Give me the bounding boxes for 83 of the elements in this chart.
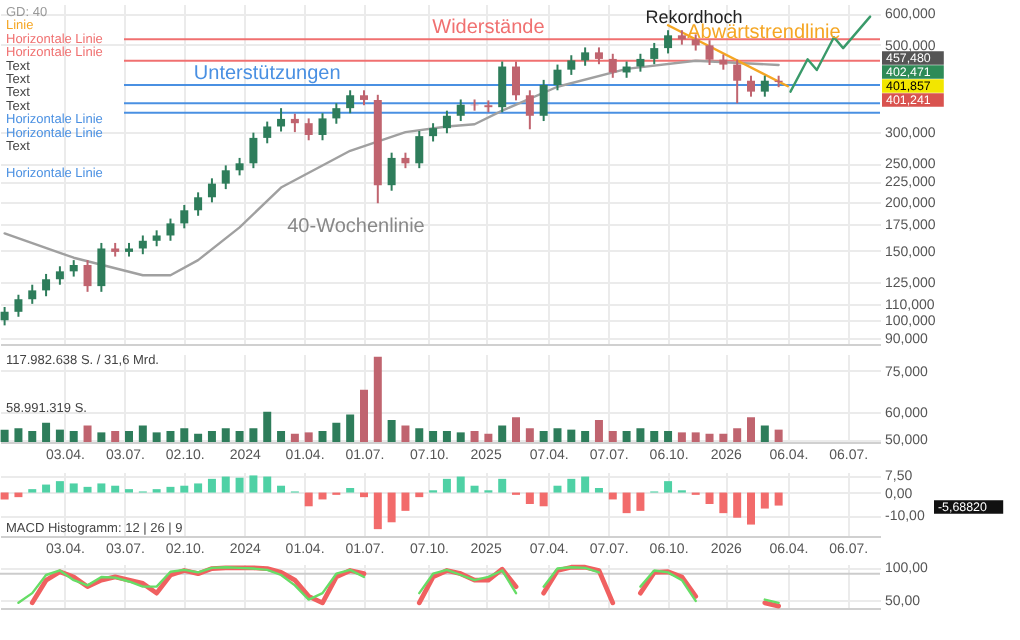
bar — [42, 484, 51, 493]
bar — [83, 486, 92, 493]
annotation: Unterstützungen — [193, 63, 341, 85]
bar — [69, 483, 78, 493]
bar — [664, 481, 673, 493]
bar — [401, 492, 410, 511]
candlestick — [442, 109, 451, 135]
candlestick — [498, 60, 507, 114]
bar — [622, 492, 631, 514]
candlestick — [83, 259, 92, 293]
candlestick — [429, 122, 438, 143]
bar — [207, 478, 216, 493]
annotation: Abwärtstrendlinie — [687, 22, 842, 44]
candlestick — [166, 217, 175, 242]
candlestick — [525, 89, 534, 131]
candlestick — [346, 89, 355, 115]
candlestick — [581, 46, 590, 67]
bar — [221, 476, 230, 493]
candlestick — [332, 102, 341, 125]
bar — [387, 492, 396, 523]
bar — [525, 492, 534, 504]
candlestick — [539, 78, 548, 123]
bar — [539, 492, 548, 507]
candlestick — [249, 131, 258, 170]
candlestick — [664, 29, 673, 55]
bar — [456, 476, 465, 493]
bar — [166, 486, 175, 493]
bar — [746, 492, 755, 525]
candlestick — [42, 272, 51, 298]
candlestick — [553, 63, 562, 92]
candlestick — [608, 52, 617, 79]
candlestick — [733, 58, 742, 105]
bar — [470, 485, 479, 493]
candlestick — [387, 151, 396, 192]
candlestick — [746, 74, 755, 98]
candlestick — [567, 54, 576, 76]
bar — [774, 492, 783, 506]
bar — [760, 492, 769, 509]
candlestick — [512, 60, 521, 102]
candlestick — [55, 265, 64, 286]
bar — [263, 476, 272, 493]
annotation: Rekordhoch — [645, 7, 743, 27]
bar — [111, 485, 120, 493]
candlestick — [263, 120, 272, 145]
candlestick — [304, 117, 313, 142]
bar — [180, 485, 189, 493]
bar — [304, 492, 313, 507]
bar — [636, 492, 645, 511]
candlestick — [138, 234, 147, 256]
bar — [97, 483, 106, 493]
candlestick — [415, 129, 424, 170]
candlestick — [180, 203, 189, 230]
annotation: Widerstände — [432, 17, 546, 40]
candlestick — [194, 191, 203, 217]
candlestick — [0, 305, 9, 327]
bar — [373, 492, 382, 530]
candlestick — [97, 241, 106, 293]
bar — [249, 475, 258, 493]
candlestick — [14, 293, 23, 318]
bar — [567, 478, 576, 493]
bar — [235, 477, 244, 493]
bar — [498, 478, 507, 493]
candlestick — [28, 283, 37, 305]
bar — [55, 481, 64, 493]
bar — [442, 478, 451, 493]
bar — [277, 485, 286, 493]
bar — [553, 485, 562, 493]
bar — [705, 492, 714, 504]
candlestick — [277, 107, 286, 133]
candlestick — [290, 112, 299, 134]
candlestick — [650, 41, 659, 66]
annotation: 40-Wochenlinie — [287, 216, 426, 238]
candlestick — [760, 74, 769, 98]
candlestick — [456, 98, 465, 123]
bar — [733, 492, 742, 518]
candlestick — [221, 164, 230, 191]
bar — [581, 476, 590, 493]
bar — [194, 483, 203, 493]
bar — [719, 492, 728, 514]
candlestick — [318, 112, 327, 142]
candlestick — [705, 39, 714, 66]
candlestick — [207, 177, 216, 204]
line-series — [3, 59, 780, 277]
